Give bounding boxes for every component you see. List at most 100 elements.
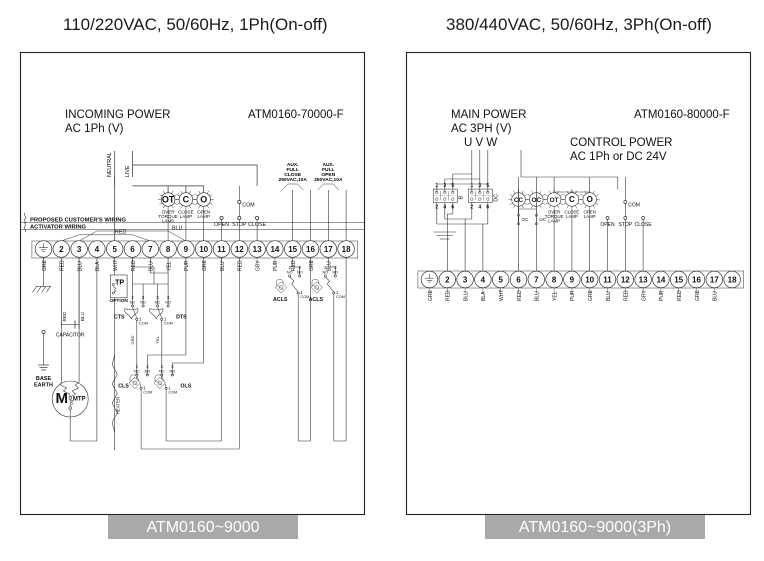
svg-text:O: O xyxy=(200,195,207,205)
svg-text:15: 15 xyxy=(288,245,297,254)
svg-text:GRY: GRY xyxy=(641,290,647,301)
svg-text:INCOMING POWER: INCOMING POWER xyxy=(65,109,170,121)
svg-text:BLA: BLA xyxy=(481,291,487,301)
svg-text:GRY: GRY xyxy=(255,260,261,271)
svg-text:5: 5 xyxy=(112,245,117,254)
svg-text:RED: RED xyxy=(624,290,630,301)
svg-text:2: 2 xyxy=(445,275,450,284)
svg-text:AC 1Ph or DC 24V: AC 1Ph or DC 24V xyxy=(570,151,667,163)
svg-text:11: 11 xyxy=(603,275,612,284)
svg-text:110/220VAC, 50/60Hz, 1Ph(On-of: 110/220VAC, 50/60Hz, 1Ph(On-off) xyxy=(63,15,328,34)
svg-text:ACTIVATOR WIRING: ACTIVATOR WIRING xyxy=(30,224,87,230)
svg-text:U V W: U V W xyxy=(464,137,497,149)
svg-text:MAIN POWER: MAIN POWER xyxy=(451,109,526,121)
svg-text:RED: RED xyxy=(131,260,137,271)
svg-text:PUR: PUR xyxy=(273,260,279,271)
svg-text:10: 10 xyxy=(199,245,208,254)
svg-text:V): V) xyxy=(500,123,512,135)
svg-text:OT: OT xyxy=(162,195,175,205)
svg-text:BASE: BASE xyxy=(36,376,52,382)
svg-text:RED: RED xyxy=(115,230,126,236)
svg-text:BLA: BLA xyxy=(95,261,101,271)
svg-text:PUR: PUR xyxy=(659,290,665,301)
svg-text:BLU: BLU xyxy=(535,291,541,301)
svg-text:13: 13 xyxy=(639,275,648,284)
svg-text:4: 4 xyxy=(478,204,481,210)
svg-text:ATM0160~9000: ATM0160~9000 xyxy=(146,519,259,536)
svg-text:2: 2 xyxy=(59,245,64,254)
svg-text:GRD: GRD xyxy=(130,335,135,344)
svg-text:TP: TP xyxy=(115,278,124,287)
svg-text:ATM0160~9000(3Ph): ATM0160~9000(3Ph) xyxy=(519,519,671,536)
svg-text:5: 5 xyxy=(498,275,503,284)
svg-text:COM: COM xyxy=(336,295,345,299)
svg-text:COM: COM xyxy=(164,321,173,325)
svg-text:BLU: BLU xyxy=(77,261,83,271)
svg-text:COM: COM xyxy=(168,390,177,394)
svg-text:GRE: GRE xyxy=(588,290,594,302)
svg-text:STOP: STOP xyxy=(619,222,633,228)
svg-text:AC 1Ph (: AC 1Ph ( xyxy=(65,123,112,135)
svg-text:ACLS: ACLS xyxy=(273,297,288,303)
svg-text:380/440VAC, 50/60Hz, 3Ph(On-of: 380/440VAC, 50/60Hz, 3Ph(On-off) xyxy=(446,15,712,34)
svg-text:YEL: YEL xyxy=(552,291,558,301)
svg-text:250VAC,10A: 250VAC,10A xyxy=(314,177,343,183)
svg-text:HEATER: HEATER xyxy=(116,397,121,414)
svg-text:COM: COM xyxy=(242,203,254,209)
svg-text:7: 7 xyxy=(534,275,539,284)
svg-text:O: O xyxy=(587,195,593,204)
svg-text:WHT: WHT xyxy=(113,260,119,271)
svg-text:12: 12 xyxy=(235,245,244,254)
svg-text:17: 17 xyxy=(710,275,719,284)
svg-text:CTS: CTS xyxy=(114,314,125,320)
svg-text:9: 9 xyxy=(570,275,575,284)
svg-text:NO: NO xyxy=(332,270,338,274)
svg-text:NO: NO xyxy=(165,300,171,304)
svg-text:12: 12 xyxy=(621,275,630,284)
svg-text:18: 18 xyxy=(728,275,737,284)
svg-text:6: 6 xyxy=(130,245,135,254)
svg-text:OPTION: OPTION xyxy=(110,298,129,304)
svg-text:7: 7 xyxy=(148,245,153,254)
svg-text:RED: RED xyxy=(517,290,523,301)
svg-text:RED: RED xyxy=(238,260,244,271)
svg-text:NO: NO xyxy=(140,300,146,304)
svg-text:NO: NO xyxy=(287,270,293,274)
svg-text:B: B xyxy=(458,196,464,200)
svg-text:PUR: PUR xyxy=(184,260,190,271)
svg-text:16: 16 xyxy=(692,275,701,284)
svg-text:NO: NO xyxy=(322,270,328,274)
svg-text:9: 9 xyxy=(184,245,189,254)
svg-text:OLS: OLS xyxy=(180,383,191,389)
svg-text:15: 15 xyxy=(674,275,683,284)
svg-text:NO: NO xyxy=(297,270,303,274)
svg-text:11: 11 xyxy=(217,245,226,254)
svg-text:BLU: BLU xyxy=(463,291,469,301)
svg-text:OC: OC xyxy=(522,217,530,222)
svg-text:8: 8 xyxy=(552,275,557,284)
svg-text:COM: COM xyxy=(628,203,640,209)
svg-text:RED: RED xyxy=(291,260,297,271)
svg-text:AC 3PH (: AC 3PH ( xyxy=(451,123,500,135)
svg-text:3: 3 xyxy=(77,245,82,254)
svg-text:DTS: DTS xyxy=(176,314,187,320)
svg-text:COM: COM xyxy=(139,321,148,325)
svg-text:16: 16 xyxy=(306,245,315,254)
svg-text:10: 10 xyxy=(585,275,594,284)
svg-text:EARTH: EARTH xyxy=(34,383,53,389)
svg-text:NC: NC xyxy=(155,300,161,304)
svg-text:RED: RED xyxy=(60,260,66,271)
svg-text:ACLS: ACLS xyxy=(309,297,324,303)
svg-text:ATM0160-70000-F: ATM0160-70000-F xyxy=(248,109,344,121)
svg-text:14: 14 xyxy=(656,275,665,284)
svg-text:PROPOSED CUSTOMER'S WIRING: PROPOSED CUSTOMER'S WIRING xyxy=(30,217,126,223)
svg-text:V): V) xyxy=(112,123,124,135)
svg-text:CONTROL POWER: CONTROL POWER xyxy=(570,137,672,149)
svg-text:6: 6 xyxy=(516,275,521,284)
svg-text:13: 13 xyxy=(253,245,262,254)
svg-text:BLU: BLU xyxy=(606,291,612,301)
svg-text:14: 14 xyxy=(270,245,279,254)
svg-text:YEL: YEL xyxy=(166,261,172,271)
svg-text:GRE: GRE xyxy=(202,260,208,272)
svg-text:OT: OT xyxy=(550,197,559,204)
